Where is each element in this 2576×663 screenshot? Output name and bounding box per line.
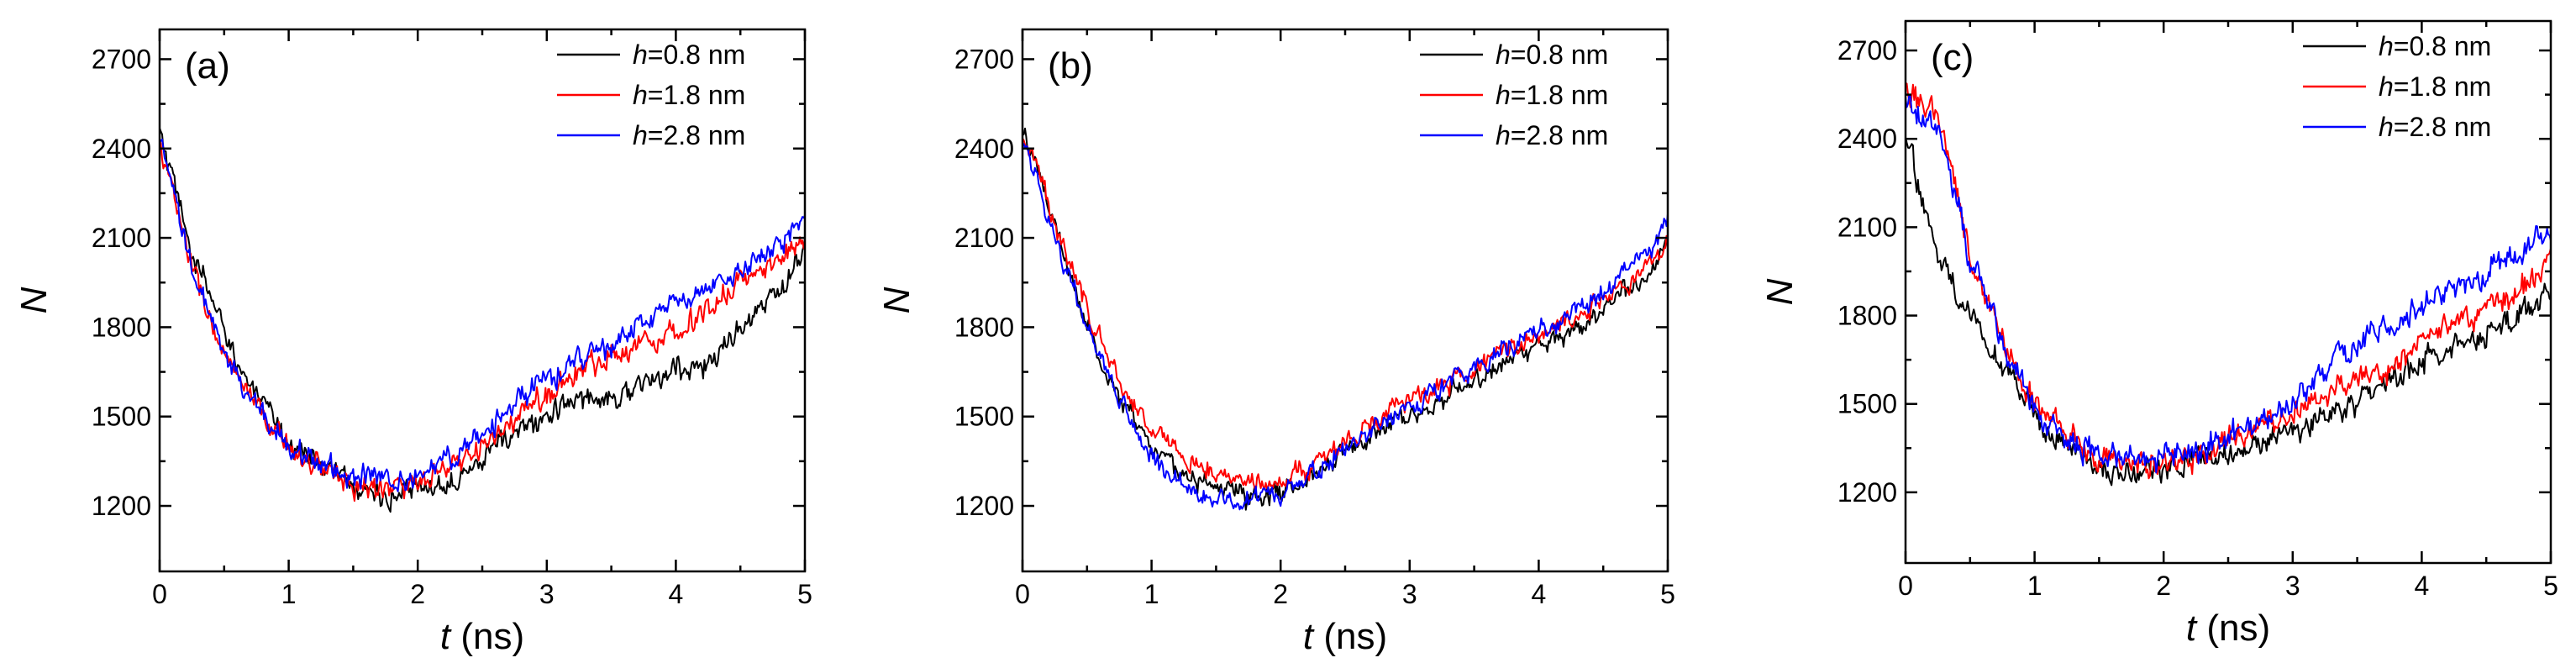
x-tick-label: 2 — [1273, 579, 1288, 609]
y-tick-label: 1500 — [954, 402, 1014, 432]
series-line-h-0_8-nm — [160, 128, 805, 513]
x-axis-title: t (ns) — [440, 616, 524, 657]
series-line-h-2_8-nm — [160, 138, 805, 492]
legend-label: =2.8 nm — [1511, 120, 1609, 150]
x-tick-label: 4 — [1532, 579, 1547, 609]
legend-label: =2.8 nm — [2394, 112, 2492, 142]
legend-label: =1.8 nm — [2394, 71, 2492, 102]
x-tick-label: 4 — [2415, 571, 2430, 601]
series-line-h-1_8-nm — [1023, 138, 1668, 493]
y-tick-label: 2700 — [1837, 35, 1897, 66]
legend-entry: h=1.8 nm — [633, 80, 745, 110]
legend-symbol: h — [633, 80, 648, 110]
y-tick-label: 1500 — [92, 402, 151, 432]
x-tick-label: 1 — [281, 579, 297, 609]
x-axis-symbol: t — [2186, 608, 2198, 649]
legend-symbol: h — [2379, 112, 2394, 142]
y-tick-label: 2400 — [954, 134, 1014, 164]
x-axis-symbol: t — [1303, 616, 1315, 657]
legend-symbol: h — [1496, 39, 1511, 70]
y-tick-label: 1200 — [92, 491, 151, 521]
y-tick-label: 1800 — [92, 312, 151, 342]
legend-entry: h=2.8 nm — [633, 120, 745, 150]
series-line-h-2_8-nm — [1906, 93, 2551, 474]
series-line-h-2_8-nm — [1023, 143, 1668, 511]
legend-label: =0.8 nm — [1511, 39, 1609, 70]
legend-entry: h=0.8 nm — [2379, 31, 2491, 61]
y-tick-label: 2700 — [954, 44, 1014, 74]
legend-entry: h=1.8 nm — [2379, 71, 2491, 102]
chart-panel-2: 0 1 2 3 4 5 1200 1500 1800 2100 2400 2700 t (ns) N (b)… — [876, 28, 1675, 657]
panel-label: (b) — [1048, 45, 1093, 87]
x-tick-label: 0 — [152, 579, 167, 609]
y-tick-label: 2100 — [954, 223, 1014, 253]
series-line-h-1_8-nm — [1906, 82, 2551, 480]
panel-label: (a) — [185, 45, 230, 87]
legend-symbol: h — [1496, 120, 1511, 150]
legend-label: =0.8 nm — [2394, 31, 2492, 61]
legend-entry: h=0.8 nm — [1496, 39, 1608, 70]
y-tick-label: 1800 — [954, 312, 1014, 342]
x-tick-label: 5 — [1660, 579, 1675, 609]
legend-symbol: h — [633, 39, 648, 70]
x-tick-label: 3 — [2285, 571, 2300, 601]
axis-frame — [1021, 28, 1669, 573]
x-tick-label: 0 — [1015, 579, 1030, 609]
series-group — [1906, 82, 2551, 487]
legend: h=0.8 nmh=1.8 nmh=2.8 nm — [1420, 39, 1608, 150]
x-axis-symbol: t — [440, 616, 452, 657]
legend: h=0.8 nmh=1.8 nmh=2.8 nm — [2303, 31, 2491, 142]
y-axis-title: N — [13, 287, 55, 313]
legend-symbol: h — [633, 120, 648, 150]
series-group — [160, 128, 805, 513]
x-tick-label: 4 — [669, 579, 684, 609]
legend-symbol: h — [2379, 71, 2394, 102]
legend-symbol: h — [1496, 80, 1511, 110]
y-tick-label: 1500 — [1837, 389, 1897, 419]
legend-entry: h=2.8 nm — [2379, 112, 2491, 142]
panel-label: (c) — [1931, 37, 1974, 78]
series-line-h-1_8-nm — [160, 138, 805, 503]
legend-entry: h=2.8 nm — [1496, 120, 1608, 150]
legend: h=0.8 nmh=1.8 nmh=2.8 nm — [557, 39, 745, 150]
y-axis-title: N — [1759, 278, 1801, 305]
y-tick-label: 1200 — [954, 491, 1014, 521]
legend-entry: h=1.8 nm — [1496, 80, 1608, 110]
series-group — [1023, 127, 1668, 511]
x-tick-label: 0 — [1898, 571, 1913, 601]
y-tick-label: 1200 — [1837, 477, 1897, 508]
series-line-h-0_8-nm — [1906, 137, 2551, 487]
x-tick-label: 1 — [2027, 571, 2042, 601]
y-tick-label: 2100 — [92, 223, 151, 253]
legend-entry: h=0.8 nm — [633, 39, 745, 70]
x-axis-unit: (ns) — [2196, 608, 2270, 649]
legend-label: =2.8 nm — [648, 120, 746, 150]
y-tick-label: 2400 — [1837, 124, 1897, 154]
x-axis-title: t (ns) — [2186, 608, 2270, 649]
x-tick-label: 2 — [410, 579, 425, 609]
x-tick-label: 3 — [539, 579, 555, 609]
chart-panel-1: 0 1 2 3 4 5 1200 1500 1800 2100 2400 2700 t (ns) N (a)… — [13, 28, 812, 657]
x-tick-label: 1 — [1144, 579, 1159, 609]
x-axis-unit: (ns) — [450, 616, 524, 657]
legend-symbol: h — [2379, 31, 2394, 61]
x-tick-label: 3 — [1402, 579, 1417, 609]
x-axis-unit: (ns) — [1313, 616, 1387, 657]
x-axis-title: t (ns) — [1303, 616, 1387, 657]
y-tick-label: 2700 — [92, 44, 151, 74]
y-axis-title: N — [876, 287, 917, 313]
chart-panel-3: 0 1 2 3 4 5 1200 1500 1800 2100 2400 2700 t (ns) N (c)… — [1759, 19, 2558, 649]
y-tick-label: 2100 — [1837, 212, 1897, 242]
x-tick-label: 5 — [2543, 571, 2558, 601]
x-tick-label: 5 — [797, 579, 812, 609]
y-tick-label: 2400 — [92, 134, 151, 164]
legend-label: =1.8 nm — [1511, 80, 1609, 110]
legend-label: =0.8 nm — [648, 39, 746, 70]
legend-label: =1.8 nm — [648, 80, 746, 110]
x-tick-label: 2 — [2156, 571, 2171, 601]
y-tick-label: 1800 — [1837, 301, 1897, 331]
